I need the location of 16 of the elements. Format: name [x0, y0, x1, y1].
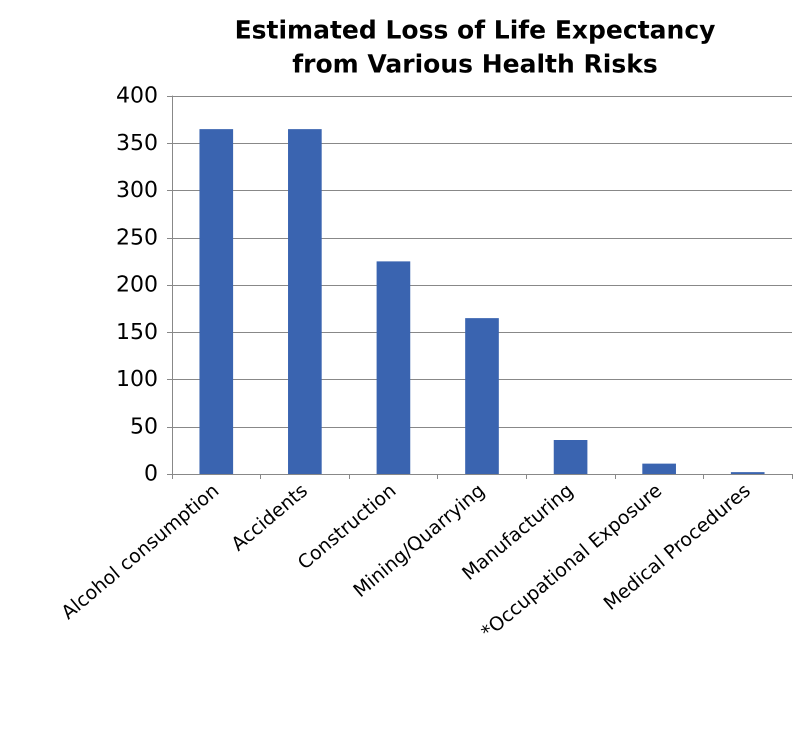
y-tick-label: 50	[130, 414, 158, 440]
bar	[288, 129, 322, 474]
y-tick-label: 0	[144, 462, 158, 486]
bar	[554, 440, 588, 474]
y-tick-label: 300	[116, 178, 158, 203]
y-tick-label: 400	[116, 84, 158, 108]
bar	[465, 318, 499, 474]
bar	[642, 464, 676, 474]
bar	[376, 261, 410, 474]
chart-title: Estimated Loss of Life Expectancy from Various Health Risks	[234, 16, 716, 78]
y-tick-label: 150	[116, 320, 158, 345]
y-tick-label: 350	[116, 130, 158, 156]
y-tick-label: 250	[116, 225, 158, 250]
bar	[199, 129, 234, 474]
y-tick-label: 100	[116, 367, 158, 392]
y-tick-label: 200	[116, 272, 158, 298]
